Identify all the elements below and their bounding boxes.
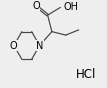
Text: N: N	[36, 40, 44, 51]
Text: O: O	[32, 1, 40, 11]
Text: HCl: HCl	[75, 68, 96, 81]
Text: OH: OH	[63, 2, 78, 12]
Text: O: O	[10, 40, 17, 51]
